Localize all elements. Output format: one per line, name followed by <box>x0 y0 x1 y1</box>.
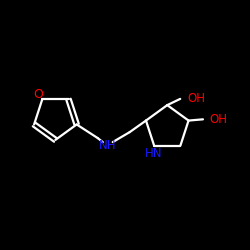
Text: OH: OH <box>187 92 205 105</box>
Text: HN: HN <box>145 146 163 160</box>
Text: OH: OH <box>210 113 228 126</box>
Text: NH: NH <box>98 138 116 151</box>
Text: O: O <box>34 88 43 101</box>
